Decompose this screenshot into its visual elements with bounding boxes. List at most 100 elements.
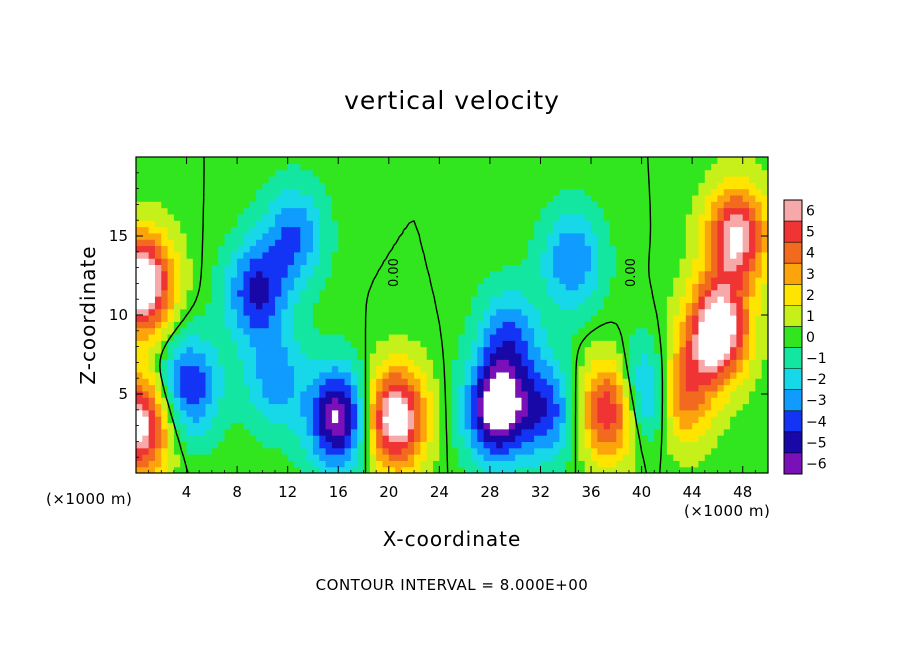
heatmap-cell [679, 466, 687, 473]
heatmap-cell [610, 441, 617, 449]
heatmap-cell [154, 169, 162, 177]
heatmap-cell [736, 327, 744, 335]
heatmap-cell [452, 352, 459, 360]
heatmap-cell [186, 270, 194, 278]
heatmap-cell [218, 441, 226, 449]
heatmap-cell [673, 264, 681, 272]
heatmap-cell [433, 251, 440, 259]
heatmap-cell [742, 333, 750, 341]
heatmap-cell [755, 163, 763, 171]
heatmap-cell [186, 201, 194, 209]
heatmap-cell [679, 207, 687, 215]
heatmap-cell [376, 226, 384, 234]
heatmap-cell [445, 378, 453, 386]
heatmap-cell [262, 207, 270, 215]
heatmap-cell [666, 340, 674, 348]
heatmap-cell [711, 296, 719, 303]
heatmap-cell [591, 378, 598, 386]
heatmap-cell [546, 163, 554, 171]
heatmap-cell [641, 264, 649, 272]
heatmap-cell [464, 296, 472, 303]
heatmap-cell [344, 277, 352, 284]
heatmap-cell [154, 416, 162, 424]
heatmap-cell [439, 340, 447, 348]
heatmap-cell [521, 327, 529, 335]
heatmap-cell [199, 460, 207, 468]
heatmap-cell [534, 397, 542, 405]
heatmap-cell [344, 416, 352, 424]
heatmap-cell [508, 390, 516, 398]
heatmap-cell [761, 258, 768, 266]
heatmap-cell [426, 352, 434, 360]
heatmap-cell [660, 232, 668, 240]
heatmap-cell [338, 182, 346, 190]
heatmap-cell [426, 220, 434, 228]
heatmap-cell [546, 226, 554, 234]
heatmap-cell [711, 371, 719, 379]
heatmap-cell [249, 296, 257, 303]
heatmap-cell [489, 371, 497, 379]
heatmap-cell [331, 226, 339, 234]
heatmap-cell [546, 454, 554, 461]
heatmap-cell [205, 264, 213, 272]
heatmap-cell [218, 428, 226, 436]
heatmap-cell [666, 302, 674, 310]
heatmap-cell [489, 157, 497, 164]
heatmap-cell [496, 466, 504, 473]
heatmap-cell [344, 270, 352, 278]
heatmap-cell [388, 352, 396, 360]
heatmap-cell [205, 270, 213, 278]
heatmap-cell [755, 315, 763, 322]
heatmap-cell [287, 384, 295, 392]
heatmap-cell [723, 384, 731, 392]
heatmap-cell [173, 226, 181, 234]
heatmap-cell [154, 340, 162, 348]
heatmap-cell [312, 390, 320, 398]
heatmap-cell [344, 232, 352, 240]
heatmap-cell [426, 188, 434, 196]
heatmap-cell [711, 289, 719, 297]
heatmap-cell [559, 239, 567, 247]
heatmap-cell [237, 220, 245, 228]
heatmap-cell [546, 283, 554, 291]
heatmap-cell [180, 378, 188, 386]
heatmap-cell [161, 175, 169, 183]
heatmap-cell [591, 321, 598, 329]
heatmap-cell [369, 378, 377, 386]
heatmap-cell [565, 277, 573, 284]
heatmap-cell [420, 169, 428, 177]
heatmap-cell [483, 270, 491, 278]
heatmap-cell [597, 157, 605, 164]
heatmap-cell [540, 416, 548, 424]
heatmap-cell [395, 220, 403, 228]
heatmap-cell [363, 327, 371, 335]
heatmap-cell [154, 409, 162, 417]
heatmap-cell [521, 378, 529, 386]
heatmap-cell [281, 315, 289, 322]
heatmap-cell [483, 258, 491, 266]
heatmap-cell [458, 435, 466, 442]
heatmap-cell [553, 315, 561, 322]
heatmap-cell [306, 390, 314, 398]
heatmap-cell [338, 422, 346, 430]
heatmap-cell [647, 352, 655, 360]
heatmap-cell [382, 188, 390, 196]
heatmap-cell [610, 194, 617, 202]
heatmap-cell [673, 365, 681, 373]
heatmap-cell [502, 201, 510, 209]
heatmap-cell [211, 175, 219, 183]
heatmap-cell [521, 447, 529, 455]
heatmap-cell [338, 352, 346, 360]
heatmap-cell [281, 321, 289, 329]
heatmap-cell [477, 169, 485, 177]
heatmap-cell [692, 441, 700, 449]
heatmap-cell [167, 277, 175, 284]
heatmap-cell [603, 365, 611, 373]
heatmap-cell [730, 327, 737, 335]
heatmap-cell [534, 182, 542, 190]
heatmap-cell [483, 296, 491, 303]
heatmap-cell [445, 169, 453, 177]
heatmap-cell [742, 365, 750, 373]
heatmap-cell [603, 226, 611, 234]
heatmap-cell [515, 182, 523, 190]
